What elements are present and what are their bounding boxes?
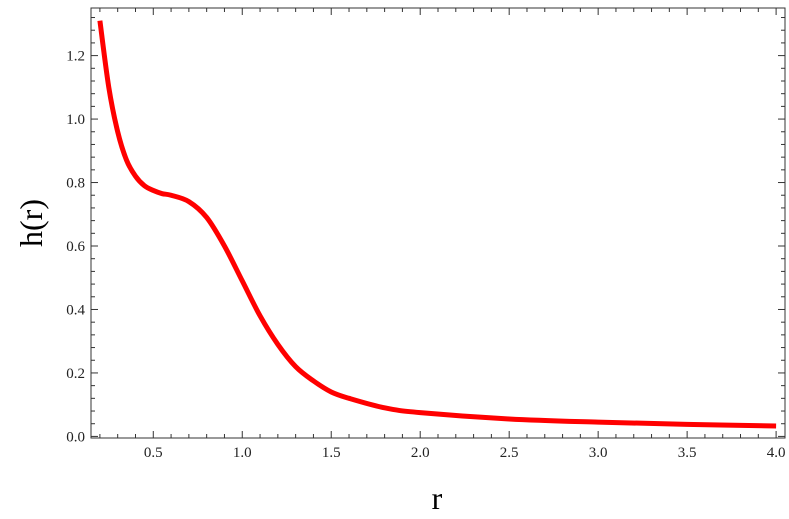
y-tick-label: 0.6 xyxy=(66,239,85,255)
y-tick-label: 0.4 xyxy=(66,302,85,318)
x-axis-title: r xyxy=(432,480,443,516)
series-line xyxy=(97,20,777,429)
y-axis-ticks: 0.0 0.2 0.4 0.6 0.8 1.0 1.2 xyxy=(66,17,785,445)
y-tick-label: 0.2 xyxy=(66,366,85,382)
y-tick-label: 1.0 xyxy=(66,112,85,128)
x-tick-label: 1.5 xyxy=(322,445,341,461)
x-tick-label: 1.0 xyxy=(233,445,252,461)
x-axis-ticks: 0.5 1.0 1.5 2.0 2.5 3.0 3.5 4.0 xyxy=(99,8,786,461)
x-tick-label: 4.0 xyxy=(767,445,786,461)
y-tick-label: 0.0 xyxy=(66,429,85,445)
y-tick-label: 1.2 xyxy=(66,49,85,65)
x-tick-label: 2.0 xyxy=(411,445,430,461)
x-tick-label: 0.5 xyxy=(144,445,163,461)
x-tick-label: 3.0 xyxy=(589,445,608,461)
x-tick-label: 3.5 xyxy=(678,445,697,461)
series-layer xyxy=(97,20,777,429)
y-tick-label: 0.8 xyxy=(66,176,85,192)
y-axis-title: h(r) xyxy=(13,199,49,247)
x-tick-label: 2.5 xyxy=(500,445,519,461)
plot-frame xyxy=(90,7,786,439)
